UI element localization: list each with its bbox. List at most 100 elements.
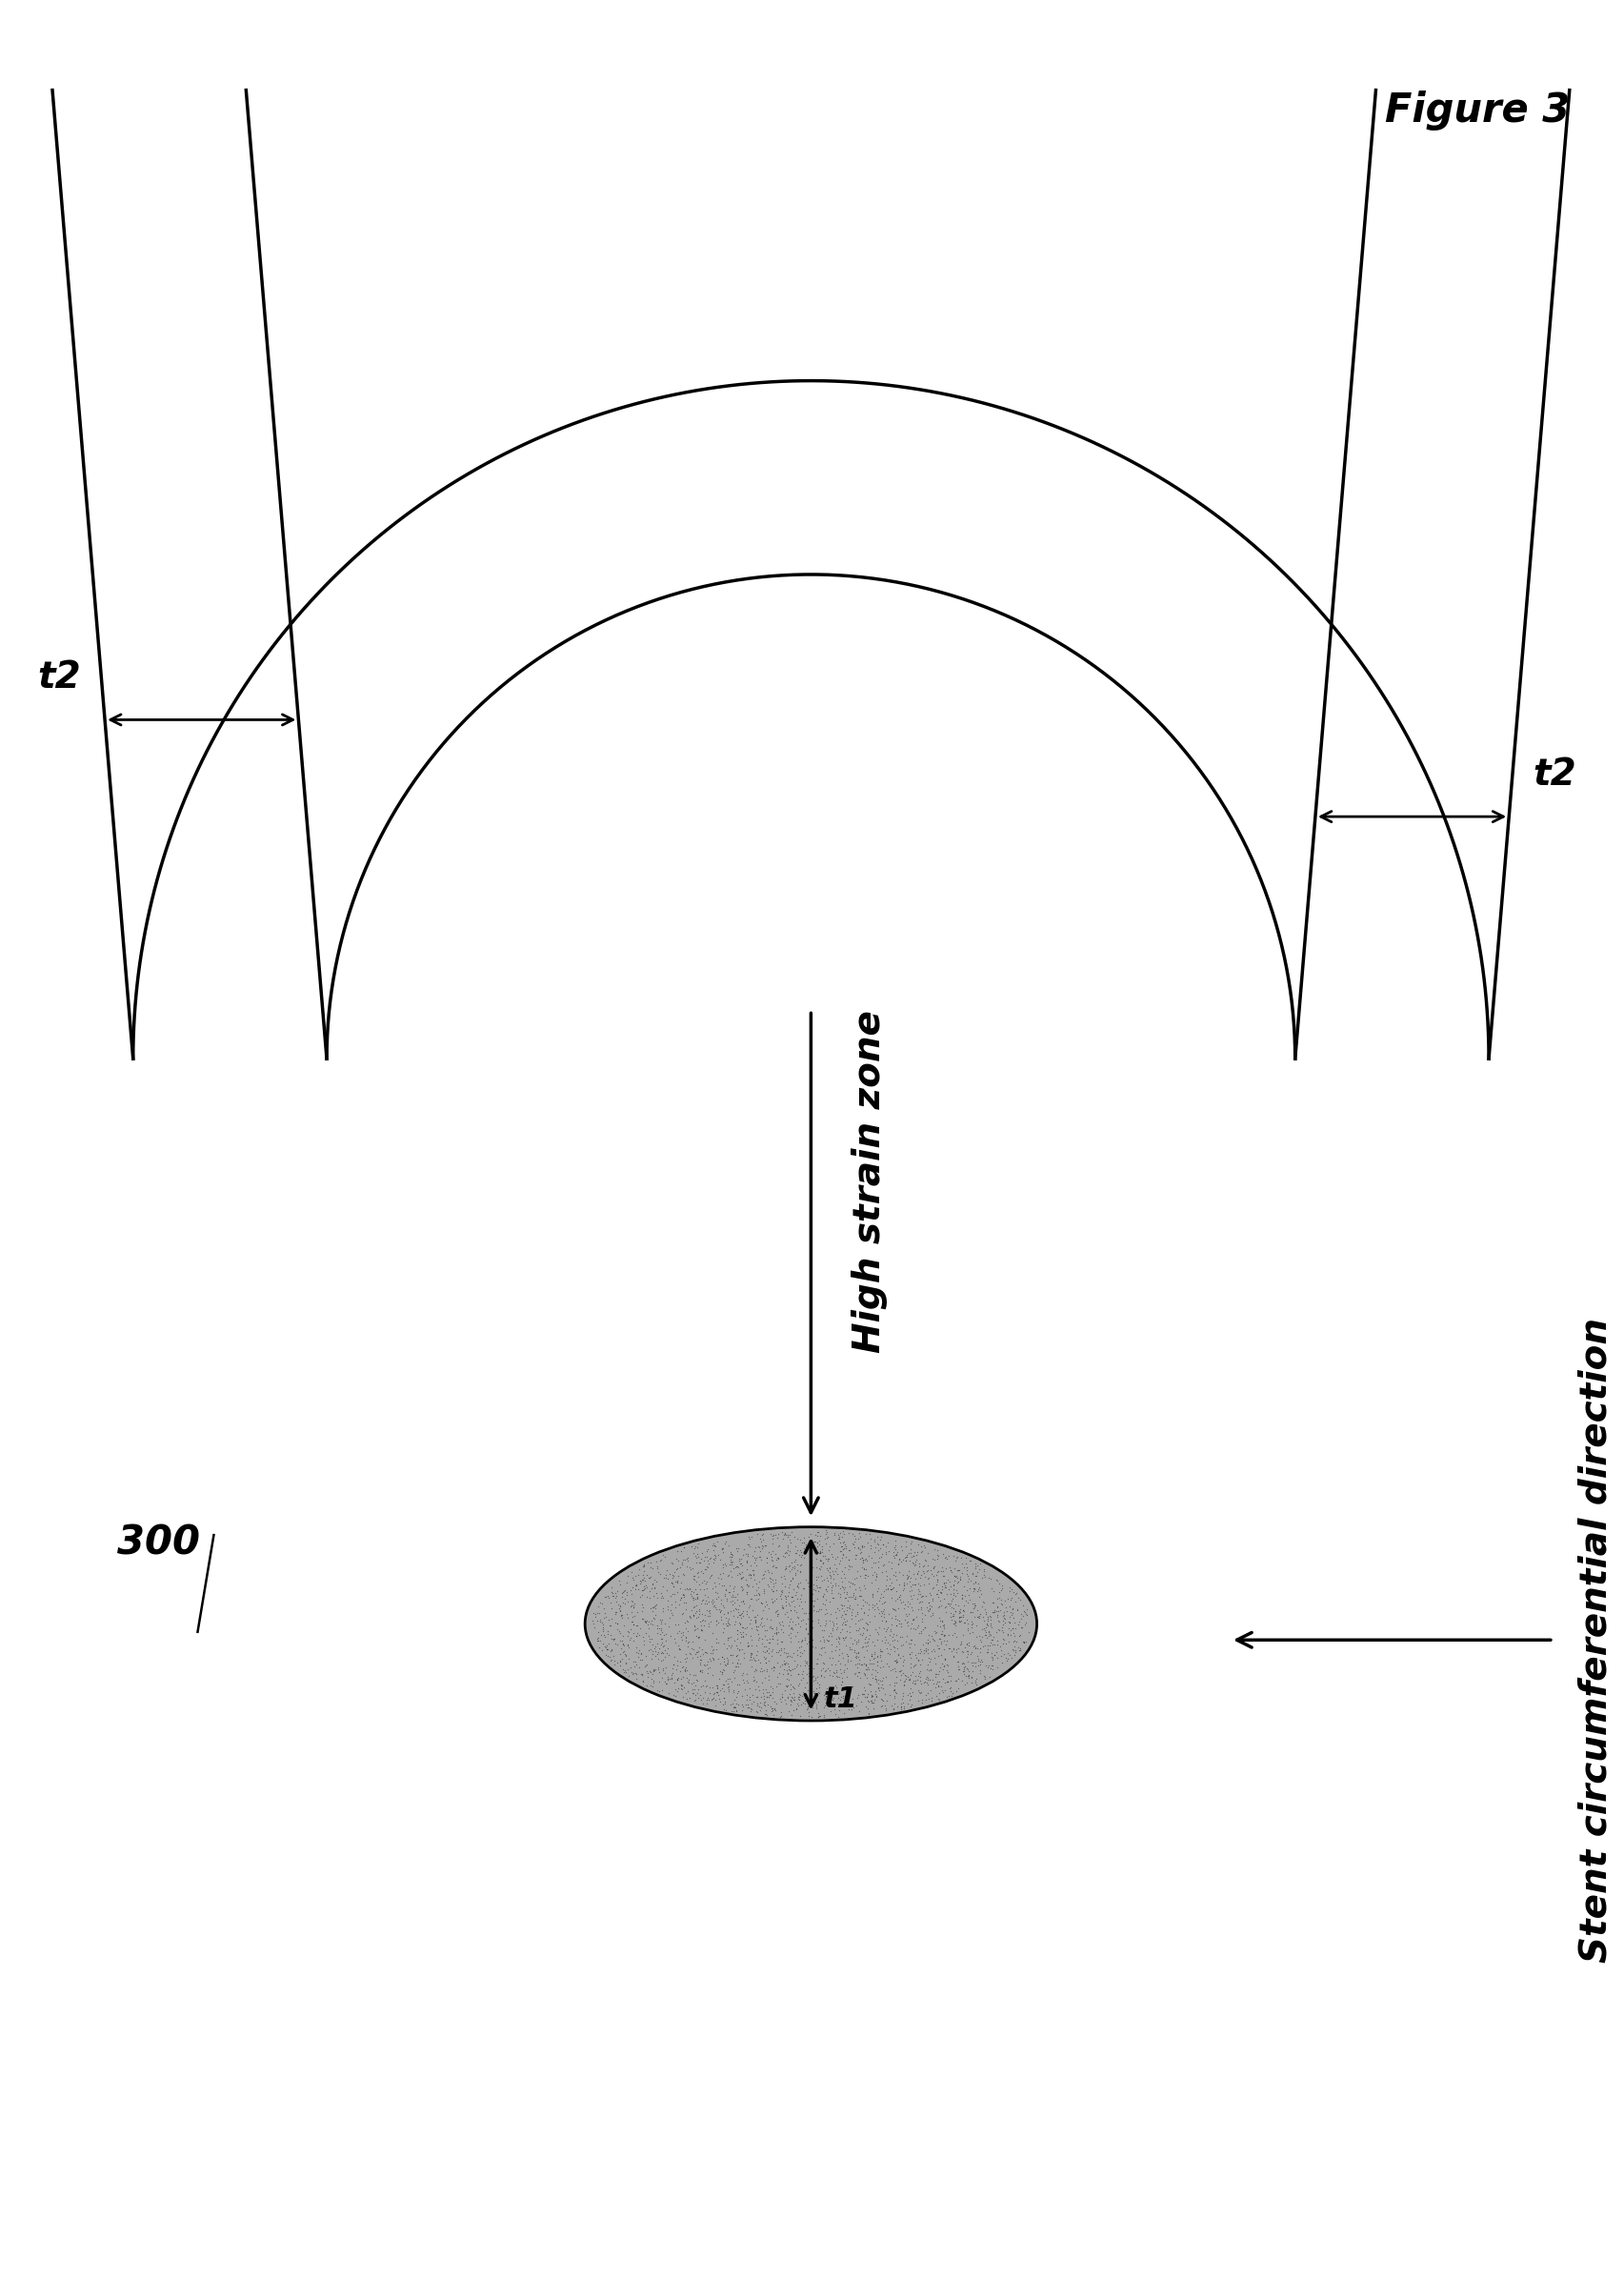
Point xyxy=(679,1593,705,1629)
Point xyxy=(815,1541,841,1577)
Point xyxy=(840,1591,866,1627)
Point xyxy=(742,1538,768,1575)
Point xyxy=(887,1661,913,1698)
Point xyxy=(719,1538,745,1575)
Point xyxy=(937,1588,963,1625)
Point xyxy=(840,1566,866,1602)
Point xyxy=(619,1575,645,1611)
Point xyxy=(1012,1625,1038,1661)
Point xyxy=(705,1625,731,1661)
Point xyxy=(927,1620,953,1657)
Point xyxy=(841,1639,867,1675)
Point xyxy=(744,1547,770,1584)
Point xyxy=(947,1600,973,1636)
Point xyxy=(841,1655,867,1691)
Point xyxy=(762,1684,788,1721)
Point xyxy=(669,1650,695,1686)
Point xyxy=(693,1570,719,1607)
Point xyxy=(919,1570,945,1607)
Point xyxy=(862,1598,888,1634)
Point xyxy=(882,1529,908,1566)
Point xyxy=(628,1561,654,1598)
Point xyxy=(843,1641,869,1677)
Point xyxy=(926,1588,952,1625)
Point xyxy=(767,1636,793,1673)
Point xyxy=(911,1598,937,1634)
Point xyxy=(814,1516,840,1552)
Point xyxy=(768,1623,794,1659)
Point xyxy=(862,1586,888,1623)
Point xyxy=(650,1650,676,1686)
Point xyxy=(692,1566,718,1602)
Point xyxy=(664,1563,690,1600)
Point xyxy=(586,1629,612,1666)
Point xyxy=(935,1616,961,1652)
Point xyxy=(689,1655,715,1691)
Point xyxy=(952,1650,978,1686)
Point xyxy=(663,1563,689,1600)
Point xyxy=(851,1568,877,1604)
Point xyxy=(905,1634,931,1671)
Point xyxy=(628,1657,654,1693)
Point xyxy=(765,1634,791,1671)
Point xyxy=(955,1625,981,1661)
Point xyxy=(604,1627,630,1664)
Point xyxy=(692,1645,718,1682)
Point xyxy=(854,1543,880,1579)
Point xyxy=(948,1577,974,1614)
Point xyxy=(955,1584,981,1620)
Point xyxy=(840,1516,866,1552)
Point xyxy=(1002,1636,1028,1673)
Point xyxy=(633,1604,659,1641)
Point xyxy=(914,1536,940,1573)
Point xyxy=(869,1689,895,1725)
Point xyxy=(710,1639,736,1675)
Point xyxy=(997,1598,1023,1634)
Point xyxy=(744,1566,770,1602)
Point xyxy=(877,1614,903,1650)
Point xyxy=(914,1632,940,1668)
Point xyxy=(669,1680,695,1716)
Point xyxy=(921,1632,947,1668)
Point xyxy=(768,1513,794,1550)
Point xyxy=(734,1677,760,1714)
Point xyxy=(903,1561,929,1598)
Point xyxy=(833,1668,859,1705)
Point xyxy=(718,1552,744,1588)
Point xyxy=(788,1698,814,1734)
Point xyxy=(741,1598,767,1634)
Point xyxy=(754,1543,780,1579)
Point xyxy=(828,1666,854,1702)
Point xyxy=(734,1682,760,1718)
Point xyxy=(950,1618,976,1655)
Point xyxy=(801,1525,827,1561)
Point xyxy=(919,1541,945,1577)
Point xyxy=(927,1575,953,1611)
Point xyxy=(807,1543,833,1579)
Point xyxy=(895,1607,921,1643)
Point xyxy=(942,1557,968,1593)
Point xyxy=(739,1611,765,1648)
Point xyxy=(820,1604,846,1641)
Point xyxy=(729,1568,755,1604)
Point xyxy=(866,1550,892,1586)
Point xyxy=(997,1595,1023,1632)
Point xyxy=(874,1534,900,1570)
Point xyxy=(801,1661,827,1698)
Point xyxy=(585,1623,611,1659)
Point xyxy=(760,1573,786,1609)
Point xyxy=(896,1636,922,1673)
Point xyxy=(719,1550,745,1586)
Point xyxy=(906,1675,932,1712)
Point xyxy=(887,1602,913,1639)
Point xyxy=(914,1666,940,1702)
Point xyxy=(885,1547,911,1584)
Point xyxy=(887,1582,913,1618)
Point xyxy=(806,1696,831,1732)
Point xyxy=(770,1645,796,1682)
Point xyxy=(882,1684,908,1721)
Point xyxy=(976,1648,1002,1684)
Point xyxy=(817,1671,843,1707)
Point xyxy=(971,1602,997,1639)
Point xyxy=(747,1520,773,1557)
